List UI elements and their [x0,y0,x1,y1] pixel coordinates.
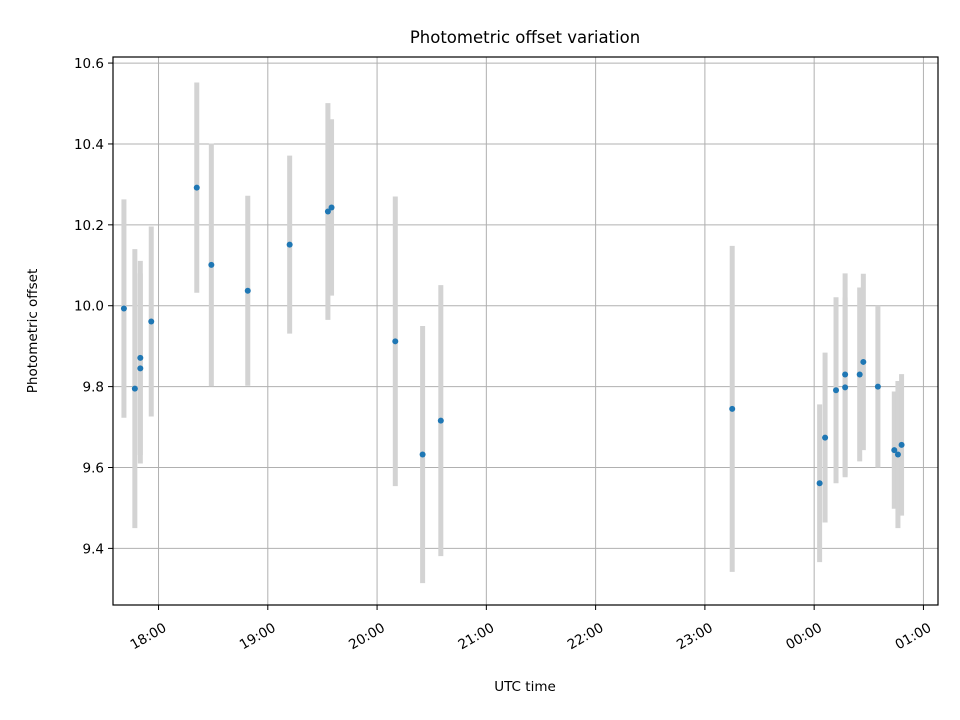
data-point [392,338,399,345]
x-axis-label: UTC time [494,679,556,695]
data-point [437,417,444,424]
data-point [898,441,905,448]
y-tick-label: 10.4 [74,137,104,153]
data-point [328,204,335,211]
data-points [120,184,905,487]
y-axis-label: Photometric offset [25,269,41,393]
plot-frame [112,56,939,606]
data-point [874,383,881,390]
data-point [891,447,898,454]
data-point [137,365,144,372]
data-point [419,451,426,458]
data-point [131,385,138,392]
y-tick-label: 9.4 [83,541,104,557]
y-tick-label: 10.2 [74,218,104,234]
data-point [148,318,155,325]
y-tick-label: 9.8 [83,380,104,396]
data-point [833,387,840,394]
y-tick-label: 9.6 [83,460,104,476]
y-tick-label: 10.6 [74,56,104,72]
data-point [324,208,331,215]
data-point [856,371,863,378]
data-point [286,241,293,248]
data-point [860,358,867,365]
data-point [208,261,215,268]
y-tick-label: 10.0 [74,299,104,315]
data-point [729,405,736,412]
grid-lines [113,57,938,605]
data-point [120,305,127,312]
data-point [842,371,849,378]
data-point [822,434,829,441]
data-point [244,287,251,294]
data-point [193,184,200,191]
chart-title: Photometric offset variation [410,28,640,47]
data-point [894,451,901,458]
data-point [137,354,144,361]
data-point [842,384,849,391]
data-point [816,480,823,487]
